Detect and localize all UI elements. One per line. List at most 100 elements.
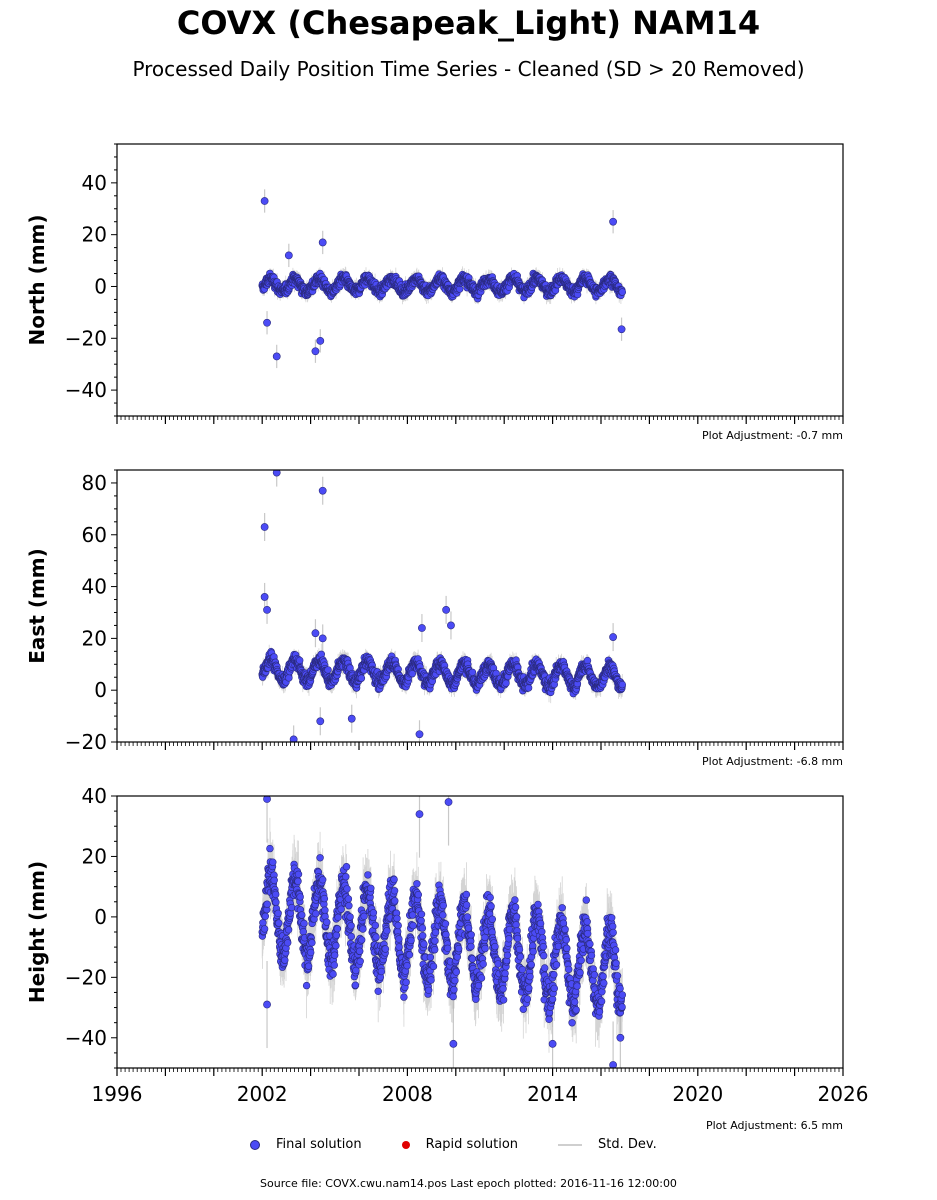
data-point [390,875,398,884]
data-point [359,925,367,933]
data-point [572,1006,580,1014]
data-point [419,931,427,940]
data-point [481,933,489,942]
y-axis-label-east: East (mm) [25,548,49,664]
outlier-point [347,714,356,723]
data-point [270,876,278,884]
y-tick-label: 40 [82,171,107,195]
data-point [583,918,591,926]
data-point [550,984,558,993]
data-point [417,910,426,918]
data-point [467,931,475,939]
y-tick-label: 0 [94,678,107,702]
data-point [499,985,507,993]
data-point [439,911,447,919]
data-point [269,858,277,866]
data-points-north [258,189,626,369]
data-point [274,909,282,917]
y-tick-label: −20 [65,965,107,989]
data-point [431,928,440,937]
data-point [618,991,626,999]
data-point [468,955,477,963]
y-tick-label: 0 [94,905,107,929]
data-point [558,904,566,912]
outlier-point [418,624,426,632]
outlier-point [415,730,424,739]
data-point [511,896,519,904]
data-point [597,997,606,1006]
data-point [345,901,353,910]
data-point [463,913,472,921]
outlier-point [263,318,271,327]
data-point [467,942,475,951]
data-point [405,951,414,959]
data-point [582,896,590,904]
data-point [320,894,329,903]
data-point [296,893,304,901]
std-dev-marker [558,1143,583,1146]
data-point [330,961,338,969]
data-point [285,674,293,682]
plot-adjustment-north: Plot Adjustment: -0.7 mm [702,429,843,442]
data-point [618,1003,626,1011]
outlier-point [318,238,327,247]
data-point [439,901,447,910]
data-point [550,970,558,979]
data-point [503,951,512,959]
data-point [329,970,337,978]
data-point [562,936,570,944]
data-point [523,995,532,1003]
data-point [525,984,533,992]
data-point [323,918,331,926]
data-points-east [258,470,626,742]
data-point [393,914,401,923]
outlier-point [316,336,325,345]
data-point [590,971,599,979]
data-point [427,976,435,984]
data-point [377,967,386,976]
outlier-point [260,593,269,601]
x-tick-label: 2020 [672,1082,723,1106]
legend-item-rapid: Rapid solution [401,1137,518,1152]
data-point [298,911,306,919]
data-point [358,936,366,944]
y-tick-label: 20 [82,626,107,650]
data-point [275,919,283,927]
data-point [288,903,296,912]
plot-frame-height [116,795,844,1069]
data-point [414,890,422,899]
data-point [609,928,617,937]
data-point [611,946,620,954]
data-point [487,902,495,910]
data-point [583,929,592,938]
data-point [337,905,345,913]
data-point [444,944,452,952]
data-point [499,996,508,1004]
data-point [512,921,520,929]
legend-item-std: Std. Dev. [558,1137,657,1152]
data-point [488,915,496,923]
data-point [513,934,522,943]
outlier-point [311,629,320,638]
data-point [598,988,606,996]
data-point [321,906,329,914]
outlier-point [609,633,617,641]
outlier-point [263,605,271,614]
data-point [357,674,366,682]
data-point [552,961,561,969]
data-point [468,668,477,676]
data-point [307,948,315,957]
y-tick-label: 60 [82,523,107,547]
data-point [539,942,547,951]
data-point [570,998,579,1006]
rapid-solution-marker [401,1140,410,1149]
data-point [431,945,439,954]
legend: Final solution Rapid solution Std. Dev. [250,1137,697,1152]
data-point [319,876,327,884]
data-point [486,893,494,902]
data-point [367,884,375,892]
data-point [559,919,568,927]
data-point [477,974,486,982]
data-point [299,927,307,936]
